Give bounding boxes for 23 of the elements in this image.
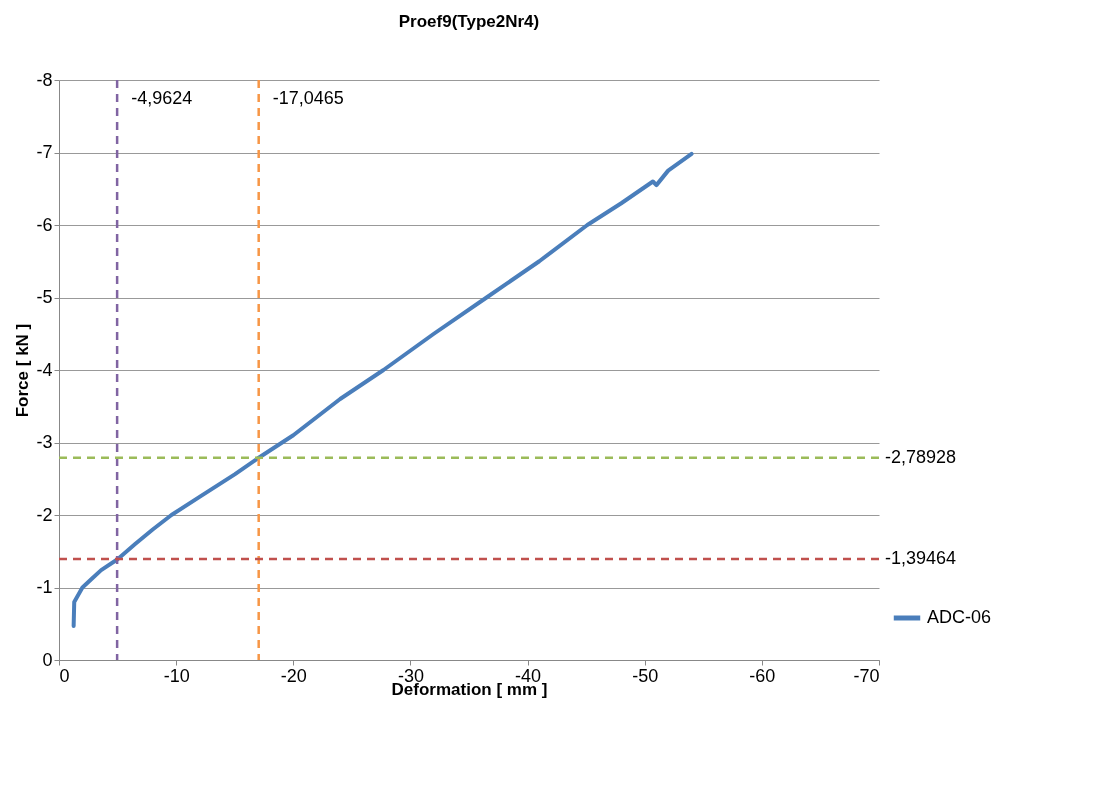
- y-tick-label: -3: [36, 432, 53, 452]
- y-tick-label: -1: [36, 577, 53, 597]
- x-tick-label: 0: [59, 665, 70, 686]
- y-tick-label: -5: [36, 287, 53, 307]
- ref-line-label: -17,0465: [272, 88, 344, 108]
- ref-line-label: -4,9624: [131, 88, 193, 108]
- chart-title: Proef9(Type2Nr4): [398, 12, 540, 31]
- y-tick-label: 0: [42, 649, 53, 670]
- y-tick-label: -7: [36, 142, 53, 162]
- ref-line-label: -1,39464: [885, 547, 957, 568]
- y-tick-label: -2: [36, 504, 53, 525]
- x-tick-label: -70: [853, 665, 880, 686]
- legend-label: ADC-06: [927, 607, 992, 627]
- y-tick-label: -6: [36, 214, 53, 235]
- line-series: [71, 151, 694, 628]
- x-tick-label: -50: [632, 665, 659, 686]
- y-tick-label: -4: [36, 359, 53, 380]
- x-tick-label: -10: [163, 665, 190, 686]
- y-tick-label: -8: [36, 69, 53, 90]
- x-tick-label: -20: [280, 665, 307, 686]
- ref-line-label: -2,78928: [885, 446, 957, 467]
- y-axis-title: Force [ kN ]: [13, 323, 33, 418]
- x-tick-label: -60: [749, 665, 776, 686]
